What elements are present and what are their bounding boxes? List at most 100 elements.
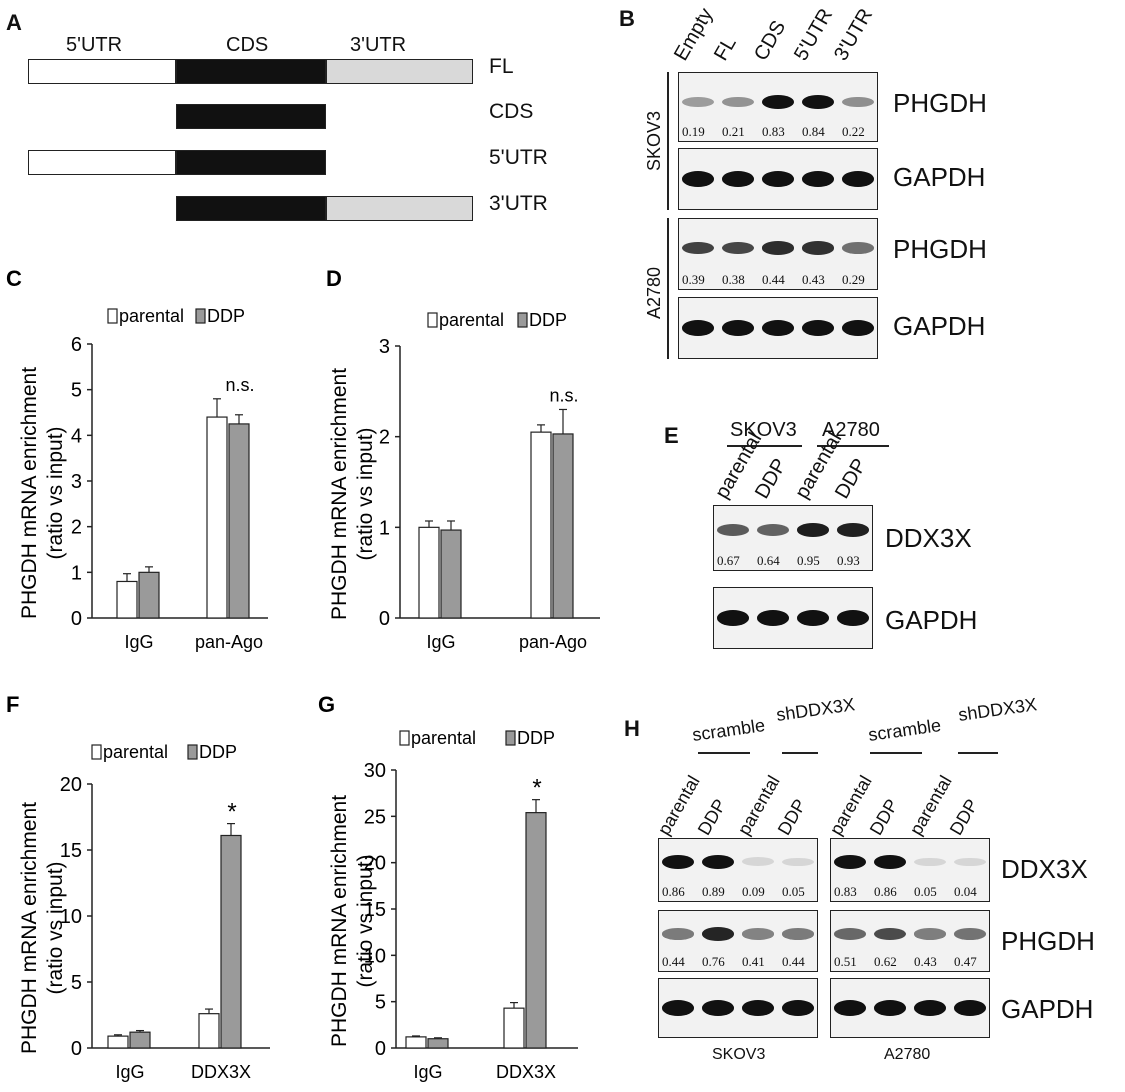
legend-label: parental bbox=[411, 728, 476, 748]
blot-band bbox=[716, 523, 750, 537]
band-quant-value: 0.04 bbox=[954, 884, 977, 899]
blot-band bbox=[661, 855, 695, 869]
condition-underline bbox=[782, 752, 818, 754]
legend-swatch bbox=[107, 308, 118, 324]
cell-line-label: A2780 bbox=[644, 266, 664, 319]
y-axis-label: PHGDH mRNA enrichment (ratio vs input) bbox=[328, 795, 377, 1047]
legend-swatch bbox=[195, 308, 206, 324]
panel-b-letter: B bbox=[619, 6, 635, 31]
legend-swatch bbox=[399, 730, 410, 746]
condition-underline bbox=[958, 752, 998, 754]
blot-band bbox=[833, 1000, 867, 1016]
band-quant-value: 0.83 bbox=[834, 884, 857, 899]
blot-band bbox=[761, 320, 795, 336]
panel-h-letter: H bbox=[624, 716, 640, 741]
blot-band bbox=[681, 241, 715, 255]
y-tick-label: 4 bbox=[71, 425, 82, 447]
bar-chart-f: F 0 5 10 15 20 PHGDH mRNA enrichment (ratio vs … bbox=[6, 692, 270, 1082]
blot-band bbox=[661, 1000, 695, 1016]
panel-letter: D bbox=[326, 266, 342, 291]
construct-segment-cds bbox=[176, 104, 326, 129]
group-label: A2780 bbox=[822, 419, 880, 441]
blot-band bbox=[701, 927, 735, 941]
condition-underline bbox=[698, 752, 750, 754]
blot-band bbox=[756, 610, 790, 626]
band-quant-value: 0.44 bbox=[662, 954, 685, 969]
band-quant-value: 0.51 bbox=[834, 954, 857, 969]
legend-label: DDP bbox=[207, 306, 245, 326]
band-quant-value: 0.21 bbox=[722, 124, 745, 139]
band-quant-value: 0.47 bbox=[954, 954, 977, 969]
panel-letter: F bbox=[6, 692, 19, 717]
significance-annotation: n.s. bbox=[225, 375, 254, 395]
blot-frame bbox=[658, 910, 818, 972]
blot-label: GAPDH bbox=[893, 162, 986, 192]
x-tick-label: pan-Ago bbox=[519, 632, 587, 652]
panel-a-letter: A bbox=[6, 10, 22, 35]
blot-band bbox=[721, 241, 755, 255]
lane-label: Empty bbox=[670, 4, 718, 65]
lane-label: DDP bbox=[751, 454, 792, 503]
bar bbox=[220, 834, 242, 1049]
legend-swatch bbox=[505, 730, 516, 746]
y-tick-label: 15 bbox=[60, 840, 82, 862]
legend-label: parental bbox=[103, 742, 168, 762]
construct-label: 3'UTR bbox=[489, 192, 548, 215]
bar bbox=[440, 529, 462, 619]
blot-band bbox=[781, 928, 815, 940]
y-tick-label: 5 bbox=[71, 380, 82, 402]
significance-annotation: n.s. bbox=[549, 385, 578, 405]
condition-underline bbox=[870, 752, 922, 754]
y-axis-label: PHGDH mRNA enrichment (ratio vs input) bbox=[18, 367, 67, 619]
construct-segment-cds bbox=[176, 150, 326, 175]
bar bbox=[525, 812, 547, 1049]
blot-band bbox=[756, 524, 790, 536]
construct-segment-3utr bbox=[326, 59, 473, 84]
y-tick-label: 20 bbox=[364, 853, 386, 875]
construct-label: CDS bbox=[489, 100, 534, 123]
blot-band bbox=[761, 241, 795, 255]
group-label: SKOV3 bbox=[730, 419, 797, 441]
legend-label: parental bbox=[119, 306, 184, 326]
blot-band bbox=[681, 96, 715, 108]
blot-band bbox=[801, 171, 835, 187]
blot-band bbox=[836, 523, 870, 537]
band-quant-value: 0.64 bbox=[757, 553, 780, 568]
bar bbox=[138, 571, 160, 619]
lane-label: 3'UTR bbox=[830, 4, 878, 65]
band-quant-value: 0.44 bbox=[782, 954, 805, 969]
blot-band bbox=[913, 1000, 947, 1016]
blot-label: PHGDH bbox=[893, 234, 987, 264]
y-tick-label: 0 bbox=[379, 608, 390, 630]
header-5utr: 5'UTR bbox=[66, 34, 123, 56]
band-quant-value: 0.39 bbox=[682, 272, 705, 287]
y-tick-label: 3 bbox=[379, 336, 390, 358]
legend-swatch bbox=[427, 312, 438, 328]
blot-band bbox=[801, 95, 835, 109]
bar bbox=[129, 1031, 151, 1049]
bar bbox=[405, 1036, 427, 1049]
y-tick-label: 10 bbox=[60, 906, 82, 928]
band-quant-value: 0.09 bbox=[742, 884, 765, 899]
y-tick-label: 0 bbox=[71, 1038, 82, 1060]
bracket-line bbox=[667, 218, 669, 359]
lane-label: DDP bbox=[945, 795, 983, 839]
y-axis-label: PHGDH mRNA enrichment (ratio vs input) bbox=[18, 802, 67, 1054]
construct-segment-5utr bbox=[28, 59, 176, 84]
legend-swatch bbox=[187, 744, 198, 760]
blot-frame bbox=[830, 910, 990, 972]
blot-band bbox=[913, 928, 947, 940]
y-tick-label: 1 bbox=[71, 562, 82, 584]
band-quant-value: 0.05 bbox=[914, 884, 937, 899]
band-quant-value: 0.76 bbox=[702, 954, 725, 969]
blot-band bbox=[836, 610, 870, 626]
x-tick-label: IgG bbox=[413, 1062, 442, 1082]
condition-label: shDDX3X bbox=[957, 694, 1039, 726]
y-tick-label: 2 bbox=[379, 427, 390, 449]
bar-chart-g: G 0 5 10 15 20 25 30 PHGDH mRNA enrichment (ratio… bbox=[318, 692, 578, 1082]
blot-label: GAPDH bbox=[885, 605, 978, 635]
band-quant-value: 0.43 bbox=[802, 272, 825, 287]
blot-band bbox=[781, 1000, 815, 1016]
lane-label: DDP bbox=[693, 795, 731, 839]
